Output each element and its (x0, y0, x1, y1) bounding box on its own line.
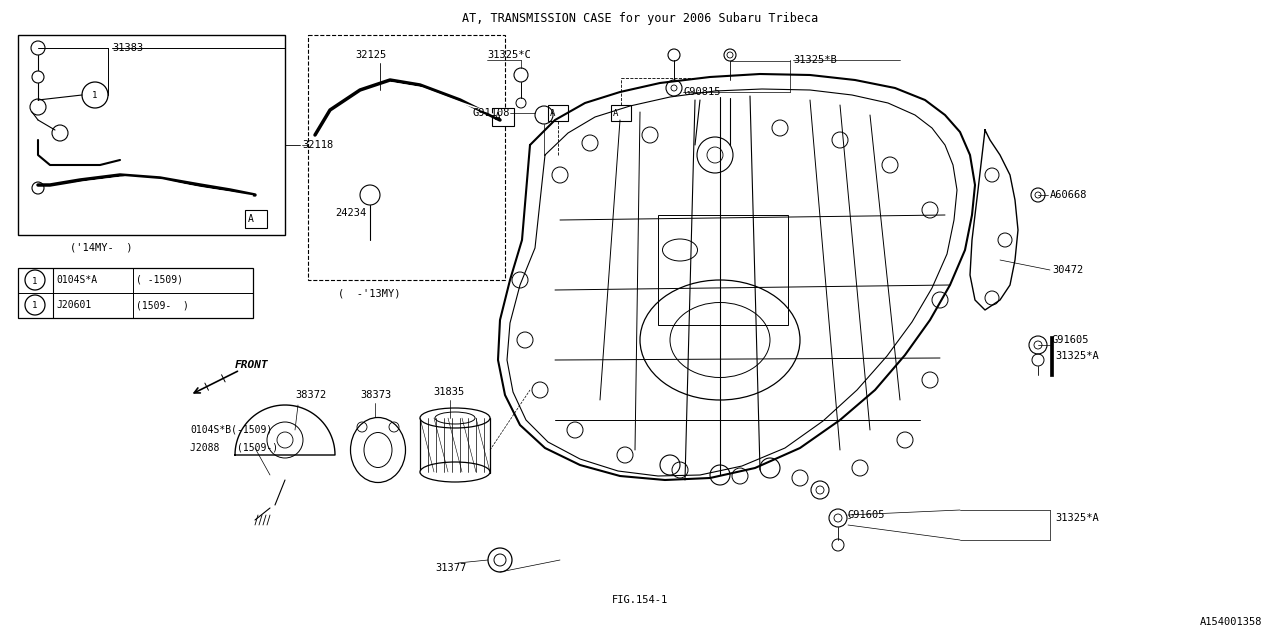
Text: 1: 1 (32, 301, 37, 310)
Text: J20601: J20601 (56, 300, 91, 310)
Bar (548, 105, 568, 121)
Text: (  -'13MY): ( -'13MY) (338, 288, 401, 298)
Bar (18, 268, 253, 318)
Text: 31383: 31383 (113, 43, 143, 53)
Text: 24234: 24234 (335, 208, 366, 218)
Bar (492, 108, 515, 126)
Text: 31325*B: 31325*B (794, 55, 837, 65)
Text: 0104S*B(-1509): 0104S*B(-1509) (189, 425, 273, 435)
Bar (18, 35, 285, 235)
Text: 38372: 38372 (294, 390, 326, 400)
Text: 31325*A: 31325*A (1055, 351, 1098, 361)
Text: A: A (495, 112, 500, 122)
Text: A154001358: A154001358 (1199, 617, 1262, 627)
Text: 31325*C: 31325*C (486, 50, 531, 60)
Text: A60668: A60668 (1050, 190, 1088, 200)
Text: 1: 1 (92, 92, 97, 100)
Text: G91605: G91605 (1052, 335, 1089, 345)
Text: 1: 1 (32, 276, 37, 285)
Bar (658, 215, 788, 325)
Text: 38373: 38373 (360, 390, 392, 400)
Text: A: A (613, 109, 618, 118)
Text: G91108: G91108 (472, 108, 509, 118)
Text: FIG.154-1: FIG.154-1 (612, 595, 668, 605)
Text: 30472: 30472 (1052, 265, 1083, 275)
Bar (244, 210, 268, 228)
Bar (308, 35, 506, 280)
Text: ( -1509): ( -1509) (136, 275, 183, 285)
Text: 31377: 31377 (435, 563, 466, 573)
Text: 0104S*A: 0104S*A (56, 275, 97, 285)
Text: 32118: 32118 (302, 140, 333, 150)
Bar (420, 418, 490, 473)
Text: A: A (248, 214, 253, 224)
Bar (611, 105, 631, 121)
Text: G91605: G91605 (849, 510, 886, 520)
Text: G90815: G90815 (684, 87, 721, 97)
Text: 31835: 31835 (433, 387, 465, 397)
Ellipse shape (420, 462, 490, 482)
Text: J2088   (1509-): J2088 (1509-) (189, 443, 278, 453)
Text: AT, TRANSMISSION CASE for your 2006 Subaru Tribeca: AT, TRANSMISSION CASE for your 2006 Suba… (462, 12, 818, 25)
Ellipse shape (420, 408, 490, 428)
Text: 32125: 32125 (355, 50, 387, 60)
Bar (1050, 336, 1053, 376)
Text: FRONT: FRONT (236, 360, 269, 370)
Text: (1509-  ): (1509- ) (136, 300, 189, 310)
Text: ('14MY-  ): ('14MY- ) (70, 242, 133, 252)
Text: A: A (550, 109, 556, 118)
Text: 31325*A: 31325*A (1055, 513, 1098, 523)
